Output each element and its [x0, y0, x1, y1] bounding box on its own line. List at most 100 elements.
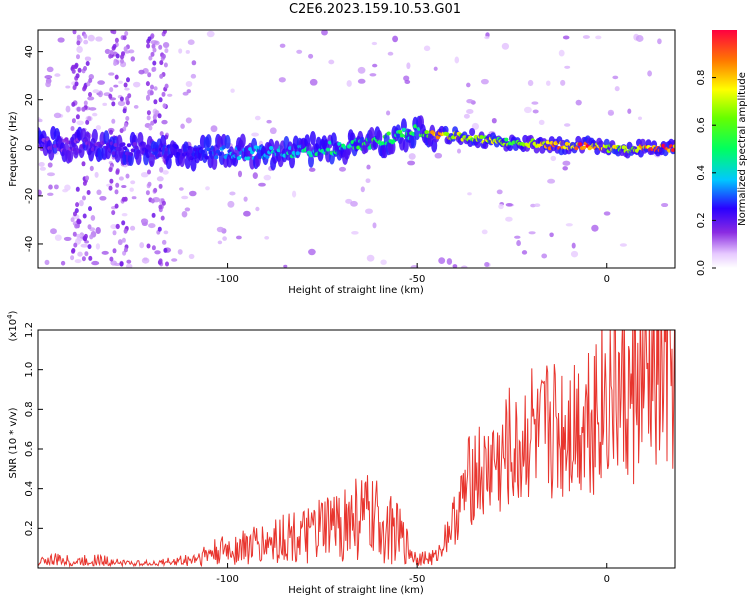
- spectrogram-speckle: [647, 70, 652, 77]
- spectrogram-speckle: [159, 73, 164, 79]
- spectrogram-speckle: [88, 107, 97, 111]
- spectrogram-speckle: [53, 112, 62, 119]
- spectrogram-speckle: [53, 184, 59, 190]
- spectrogram-speckle: [185, 81, 193, 87]
- snr-x-ticks: -100 -50 0: [216, 563, 610, 585]
- snr-series-line: [38, 330, 675, 568]
- spectrogram-speckle: [83, 39, 89, 45]
- spectrogram-speckle: [159, 166, 164, 173]
- spectrogram-speckle: [149, 90, 154, 96]
- spectrogram-ridge: [295, 151, 300, 156]
- spectrogram-ridge: [574, 146, 579, 151]
- spectrogram-speckle: [108, 53, 113, 59]
- spectrogram-speckle: [74, 81, 79, 87]
- spectrogram-speckle: [146, 243, 151, 249]
- spectrogram-speckle: [152, 47, 157, 53]
- spectrogram-speckle: [661, 202, 669, 208]
- spectrogram-speckle: [72, 231, 77, 237]
- spectrogram-ridge: [214, 155, 219, 160]
- spectrogram-speckle: [159, 60, 164, 66]
- spectrogram-x-tick-label: -50: [409, 274, 425, 285]
- spectrogram-x-tick-label: -100: [216, 274, 239, 285]
- spectrogram-speckle: [505, 202, 513, 207]
- spectrogram-speckle: [404, 79, 411, 84]
- spectrogram-speckle: [115, 182, 120, 188]
- spectrogram-speckle: [206, 30, 215, 38]
- snr-x-tick-label: -50: [409, 574, 425, 585]
- spectrogram-band: [91, 128, 98, 143]
- spectrogram-speckle: [184, 207, 191, 212]
- spectrogram-speckle: [154, 250, 161, 255]
- spectrogram-speckle: [122, 108, 127, 114]
- spectrogram-ridge: [399, 133, 405, 138]
- spectrogram-speckle: [369, 73, 377, 77]
- spectrogram-speckle: [112, 30, 117, 35]
- spectrogram-speckle: [94, 171, 99, 178]
- spectrogram-speckle: [76, 120, 84, 126]
- spectrogram-speckle: [595, 35, 602, 40]
- spectrogram-ridge: [621, 145, 626, 150]
- spectrogram-speckle: [146, 115, 151, 121]
- spectrogram-speckle: [57, 37, 65, 43]
- spectrogram-speckle: [165, 261, 169, 267]
- spectrogram-speckle: [111, 118, 116, 124]
- spectrogram-speckle: [350, 200, 358, 207]
- spectrogram-speckle: [82, 195, 86, 201]
- spectrogram-speckle: [76, 219, 81, 225]
- spectrogram-speckle: [71, 248, 76, 253]
- spectrogram-speckle: [81, 106, 86, 112]
- spectrogram-panel: -100 -50 0 -40 -20 0 20 40 Height of straight …: [8, 29, 676, 296]
- spectrogram-speckle: [321, 30, 328, 36]
- spectrogram-speckle: [82, 180, 87, 186]
- spectrogram-speckle: [237, 170, 243, 178]
- spectrogram-speckle: [227, 200, 235, 208]
- spectrogram-speckle: [162, 41, 170, 49]
- spectrogram-speckle: [127, 93, 132, 99]
- spectrogram-speckle: [229, 191, 236, 196]
- figure-title: C2E6.2023.159.10.53.G01: [288, 2, 462, 17]
- spectrogram-speckle: [178, 48, 183, 54]
- spectrogram-speckle: [187, 39, 195, 45]
- spectrogram-speckle: [351, 230, 359, 235]
- spectrogram-speckle: [158, 204, 163, 210]
- spectrogram-band: [67, 148, 74, 163]
- spectrogram-speckle: [76, 106, 81, 112]
- spectrogram-speckle: [160, 215, 165, 221]
- spectrogram-speckle: [129, 187, 134, 192]
- spectrogram-band: [330, 132, 337, 147]
- snr-y-tick-label: 0.6: [24, 441, 35, 457]
- spectrogram-speckle: [171, 258, 178, 262]
- spectrogram-speckle: [152, 114, 157, 120]
- spectrogram-speckle: [65, 105, 71, 113]
- spectrogram-speckle: [77, 67, 82, 73]
- spectrogram-speckle: [145, 190, 150, 196]
- spectrogram-speckle: [117, 100, 126, 107]
- spectrogram-speckle: [114, 37, 119, 43]
- spectrogram-speckle: [70, 255, 75, 261]
- spectrogram-band: [639, 138, 646, 147]
- spectrogram-speckle: [123, 228, 128, 234]
- spectrogram-x-tick-label: 0: [604, 274, 610, 285]
- spectrogram-speckle: [123, 247, 128, 253]
- spectrogram-speckle: [562, 166, 568, 171]
- snr-y-tick-label: 0.8: [24, 401, 35, 417]
- spectrogram-speckle: [484, 36, 490, 40]
- spectrogram-speckle: [372, 63, 378, 68]
- spectrogram-speckle: [89, 165, 94, 172]
- spectrogram-speckle: [122, 35, 127, 41]
- spectrogram-speckle: [63, 236, 72, 241]
- spectrogram-speckle: [480, 78, 489, 85]
- colorbar-tick-label: 0.4: [696, 165, 707, 181]
- spectrogram-speckle: [108, 185, 113, 191]
- spectrogram-speckle: [126, 259, 132, 264]
- spectrogram-speckle: [95, 227, 101, 234]
- snr-y-tick-label: 0.2: [24, 520, 35, 536]
- spectrogram-speckle: [357, 78, 366, 84]
- spectrogram-ridge: [132, 142, 137, 146]
- spectrogram-speckle: [80, 243, 89, 248]
- spectrogram-speckle: [83, 84, 87, 90]
- spectrogram-speckle: [523, 106, 532, 114]
- spectrogram-speckle: [153, 86, 158, 91]
- spectrogram-speckle: [392, 35, 399, 43]
- spectrogram-y-ticks: -40 -20 0 20 40: [24, 45, 43, 252]
